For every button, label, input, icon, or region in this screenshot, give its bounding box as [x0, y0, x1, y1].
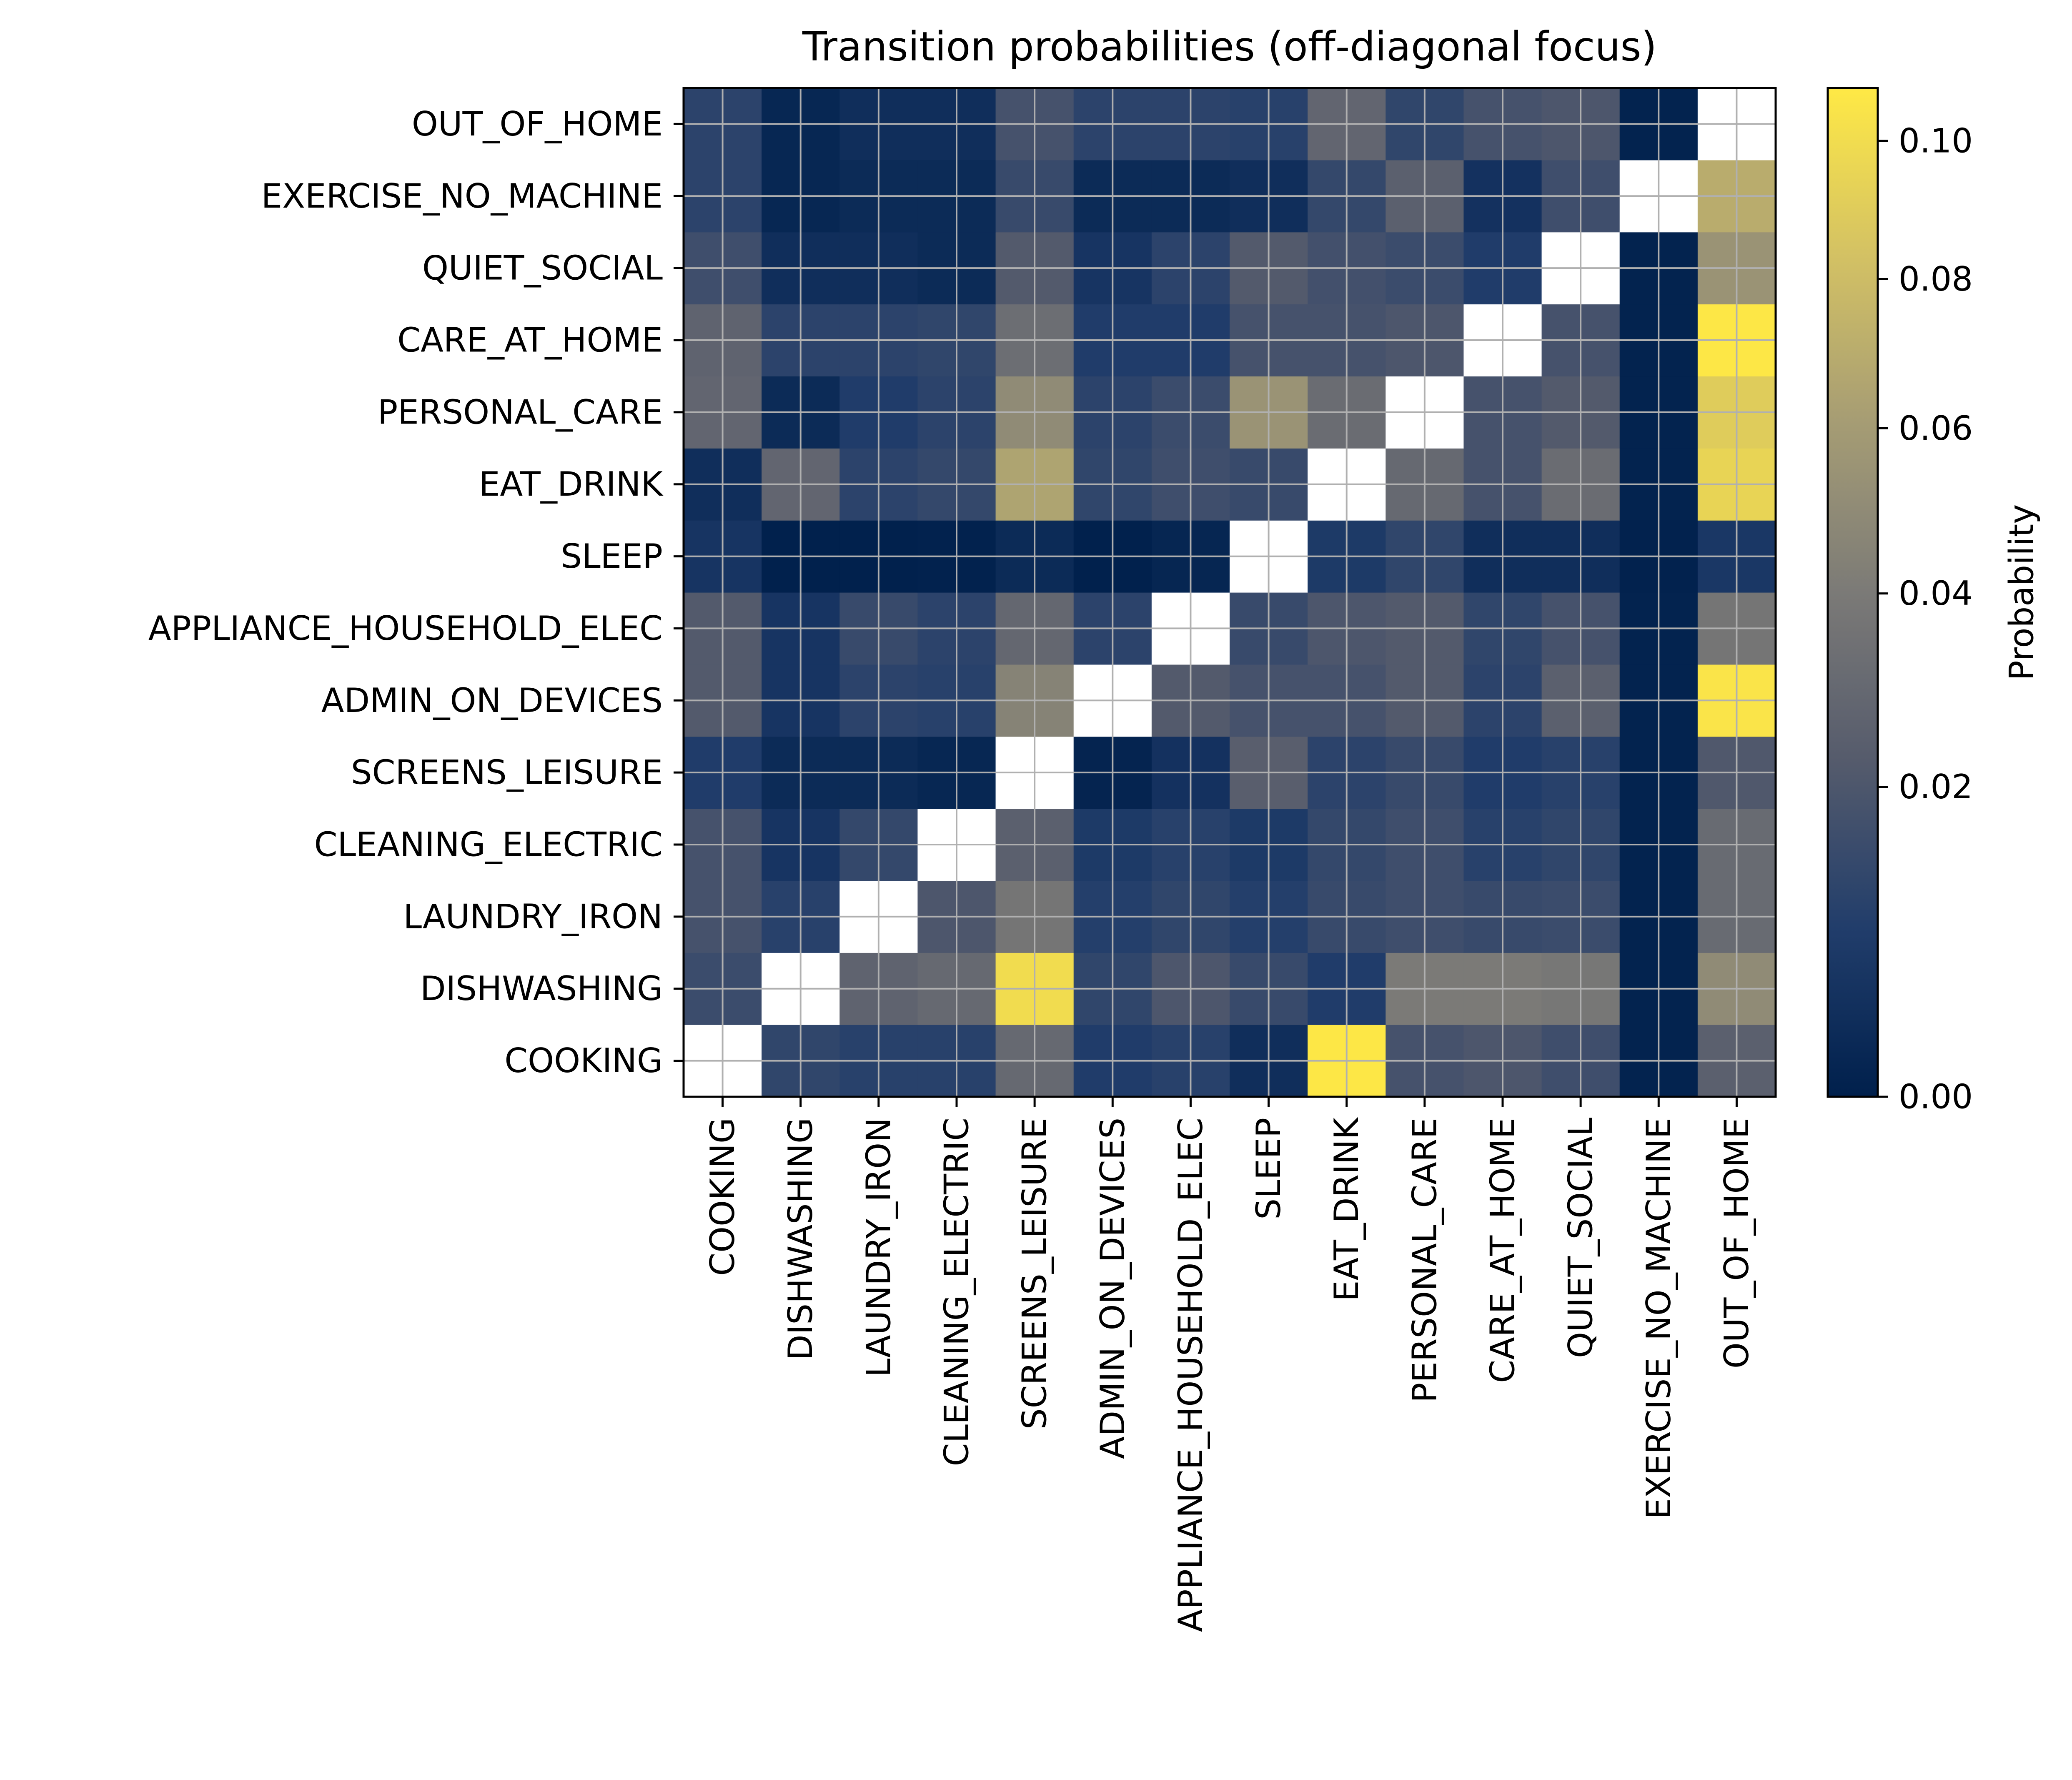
y-tick-label-sleep: SLEEP — [561, 537, 663, 576]
x-tick-label-sleep: SLEEP — [1249, 1118, 1288, 1220]
colorbar-tick-label: 0.10 — [1899, 121, 1973, 160]
heatmap-cells — [684, 88, 1776, 1097]
grid-lines — [684, 88, 1776, 1097]
y-tick-label-cooking: COOKING — [504, 1041, 663, 1080]
colorbar-ticks: 0.00 0.02 0.04 0.06 0.08 0.10 — [1878, 121, 1973, 1116]
x-tick-label-quiet-social: QUIET_SOCIAL — [1561, 1118, 1600, 1358]
x-tick-label-appliance-household-elec: APPLIANCE_HOUSEHOLD_ELEC — [1171, 1118, 1210, 1632]
y-tick-label-exercise-no-machine: EXERCISE_NO_MACHINE — [261, 177, 663, 216]
colorbar-tick-label: 0.08 — [1899, 260, 1973, 298]
colorbar-tick-label: 0.02 — [1899, 767, 1973, 806]
chart-title: Transition probabilities (off-diagonal f… — [802, 23, 1657, 70]
colorbar-tick-label: 0.00 — [1899, 1078, 1973, 1116]
y-tick-label-quiet-social: QUIET_SOCIAL — [422, 249, 663, 288]
x-axis: COOKING DISHWASHING LAUNDRY_IRON CLEANING_E… — [703, 1097, 1756, 1632]
colorbar-label: Probability — [2002, 504, 2041, 681]
y-tick-label-care-at-home: CARE_AT_HOME — [397, 321, 663, 360]
y-tick-label-admin-on-devices: ADMIN_ON_DEVICES — [321, 681, 663, 720]
x-tick-label-care-at-home: CARE_AT_HOME — [1483, 1118, 1522, 1383]
x-tick-label-laundry-iron: LAUNDRY_IRON — [859, 1118, 898, 1377]
x-tick-label-cleaning-electric: CLEANING_ELECTRIC — [937, 1118, 976, 1466]
x-tick-label-dishwashing: DISHWASHING — [781, 1118, 820, 1360]
y-tick-label-screens-leisure: SCREENS_LEISURE — [351, 753, 663, 792]
y-tick-label-dishwashing: DISHWASHING — [420, 969, 663, 1008]
x-tick-label-out-of-home: OUT_OF_HOME — [1717, 1118, 1756, 1369]
y-tick-label-cleaning-electric: CLEANING_ELECTRIC — [314, 825, 663, 864]
colorbar-tick-label: 0.04 — [1899, 574, 1973, 613]
y-tick-label-personal-care: PERSONAL_CARE — [378, 393, 663, 431]
x-tick-label-cooking: COOKING — [703, 1118, 742, 1276]
colorbar-gradient — [1826, 87, 1879, 1098]
x-tick-label-eat-drink: EAT_DRINK — [1327, 1116, 1366, 1301]
colorbar: 0.00 0.02 0.04 0.06 0.08 0.10 Probability — [1826, 87, 2041, 1116]
x-tick-label-personal-care: PERSONAL_CARE — [1405, 1118, 1444, 1403]
x-tick-label-screens-leisure: SCREENS_LEISURE — [1015, 1118, 1054, 1429]
y-tick-label-appliance-household-elec: APPLIANCE_HOUSEHOLD_ELEC — [148, 609, 663, 648]
colorbar-tick-label: 0.06 — [1899, 409, 1973, 448]
y-tick-label-out-of-home: OUT_OF_HOME — [412, 105, 663, 143]
y-tick-label-eat-drink: EAT_DRINK — [479, 465, 664, 504]
y-tick-label-laundry-iron: LAUNDRY_IRON — [403, 897, 663, 936]
x-tick-label-admin-on-devices: ADMIN_ON_DEVICES — [1093, 1118, 1132, 1459]
x-tick-label-exercise-no-machine: EXERCISE_NO_MACHINE — [1639, 1118, 1678, 1519]
y-axis: OUT_OF_HOME EXERCISE_NO_MACHINE QUIET_SOCI… — [148, 105, 684, 1080]
plot-frame — [682, 87, 1777, 1098]
